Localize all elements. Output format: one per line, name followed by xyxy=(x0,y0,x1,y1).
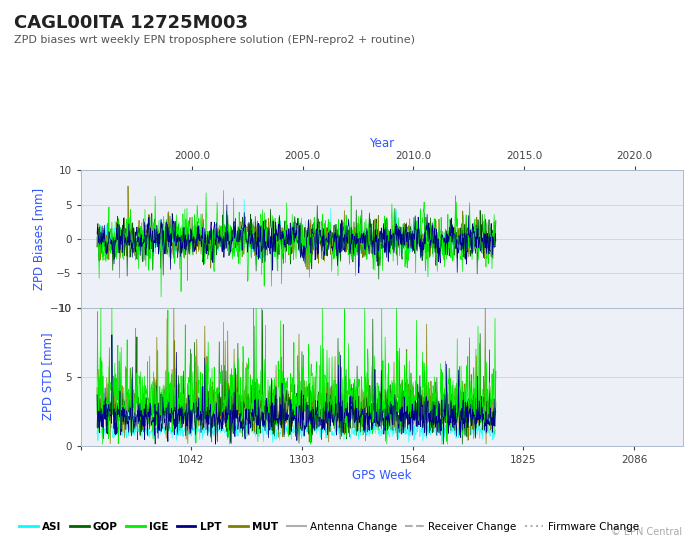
Text: CAGL00ITA 12725M003: CAGL00ITA 12725M003 xyxy=(14,14,248,31)
Legend: ASI, GOP, IGE, LPT, MUT, Antenna Change, Receiver Change, Firmware Change: ASI, GOP, IGE, LPT, MUT, Antenna Change,… xyxy=(19,522,638,532)
Y-axis label: ZPD Biases [mm]: ZPD Biases [mm] xyxy=(32,188,46,290)
Y-axis label: ZPD STD [mm]: ZPD STD [mm] xyxy=(41,333,54,421)
X-axis label: GPS Week: GPS Week xyxy=(351,469,412,482)
X-axis label: Year: Year xyxy=(369,137,394,150)
Text: ZPD biases wrt weekly EPN troposphere solution (EPN-repro2 + routine): ZPD biases wrt weekly EPN troposphere so… xyxy=(14,35,415,45)
Text: © EPN Central: © EPN Central xyxy=(611,527,682,537)
